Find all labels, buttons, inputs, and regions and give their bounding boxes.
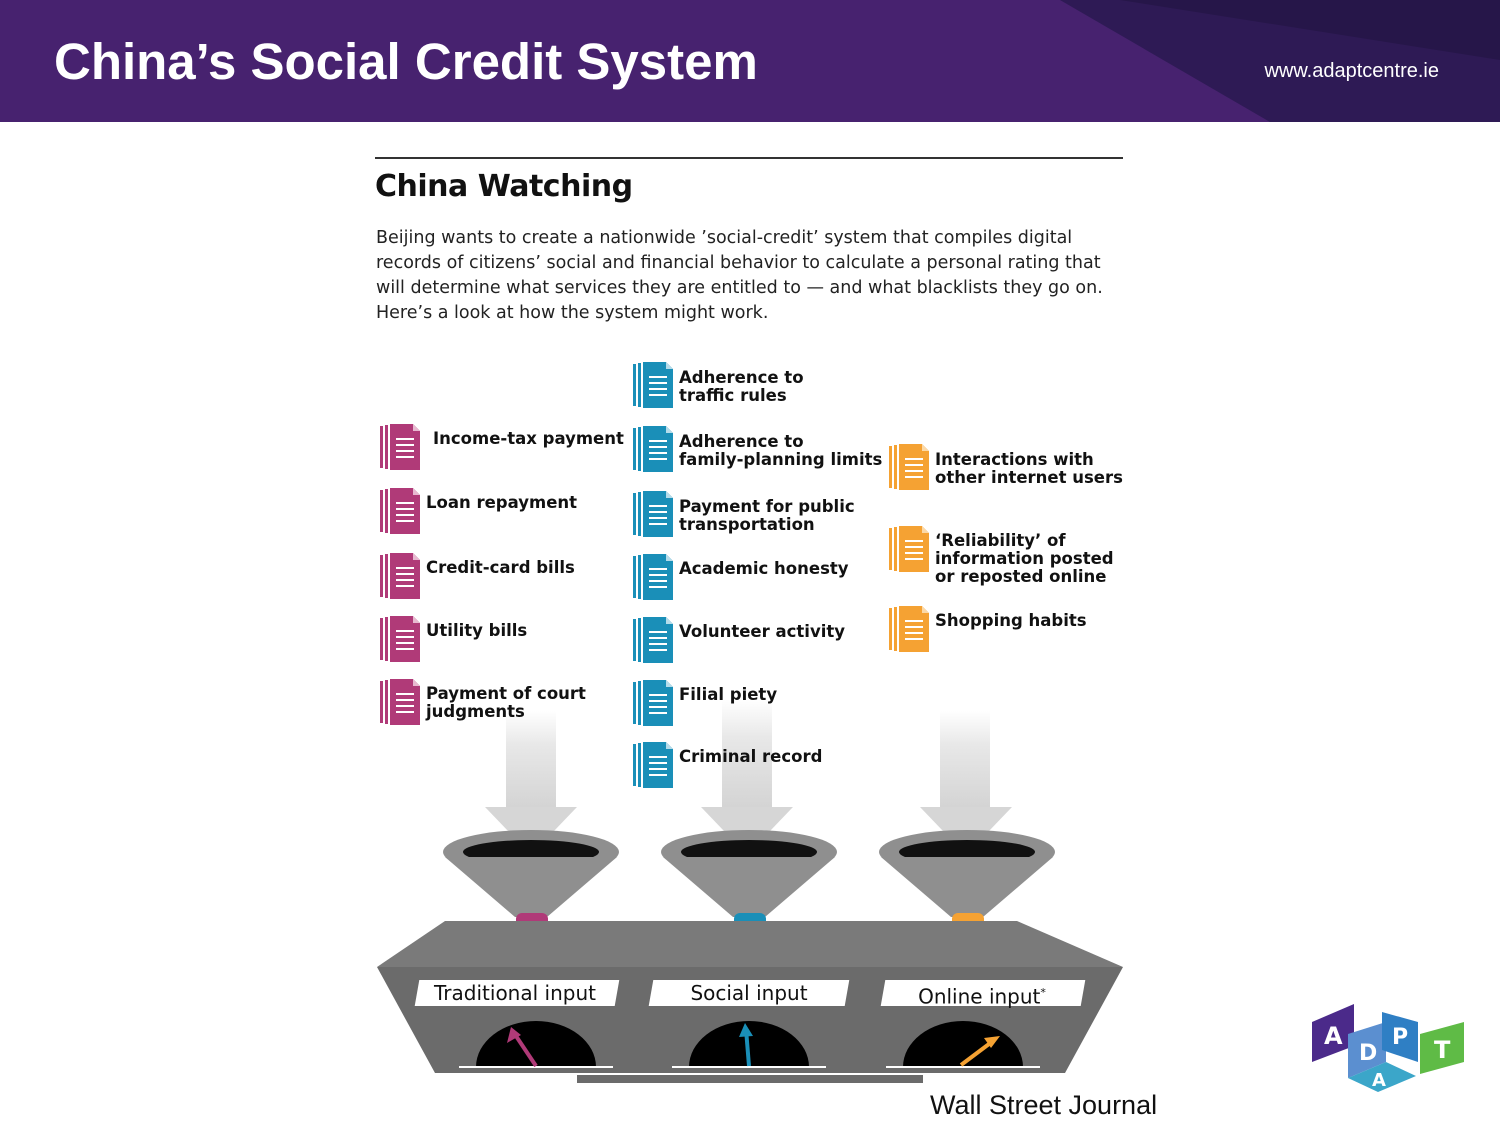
- document-icon: [633, 426, 673, 472]
- gauge-traditional: [459, 1021, 613, 1068]
- document-icon: [633, 617, 673, 663]
- site-url[interactable]: www.adaptcentre.ie: [1264, 60, 1439, 82]
- document-icon: [380, 616, 420, 662]
- top-rule: [375, 157, 1123, 159]
- item-label: Credit-card bills: [426, 558, 575, 577]
- input-label-online-text: Online input: [918, 984, 1041, 1009]
- slide-title: China’s Social Credit System: [54, 33, 758, 90]
- document-icon: [380, 553, 420, 599]
- logo-letter-p: P: [1392, 1025, 1408, 1050]
- document-icon: [889, 526, 929, 572]
- document-icon: [633, 680, 673, 726]
- document-icon: [380, 679, 420, 725]
- logo-letter-a2: A: [1372, 1070, 1386, 1091]
- input-label-social: Social input: [690, 981, 808, 1005]
- header-decoration: [1060, 0, 1500, 122]
- gauge-social: [672, 1021, 826, 1068]
- item-label: Volunteer activity: [679, 622, 846, 641]
- logo-letter-d: D: [1359, 1041, 1377, 1066]
- item-label: Loan repayment: [426, 493, 578, 512]
- infographic: China Watching Beijing wants to create a…: [375, 155, 1125, 1090]
- document-icon: [633, 554, 673, 600]
- adapt-logo: A D A P T: [1312, 1004, 1464, 1092]
- item-label: Adherence to traffic rules: [679, 368, 804, 405]
- item-label: Criminal record: [679, 747, 823, 766]
- document-icon: [380, 488, 420, 534]
- logo-letter-t: T: [1434, 1036, 1451, 1064]
- source-credit: Wall Street Journal: [930, 1090, 1158, 1120]
- item-label: Shopping habits: [935, 611, 1087, 630]
- item-label: Utility bills: [426, 621, 528, 640]
- item-label: Income-tax payment: [433, 429, 624, 448]
- funnel-online: [879, 830, 1055, 955]
- logo-letter-a1: A: [1324, 1022, 1343, 1050]
- infographic-title: China Watching: [375, 169, 633, 204]
- item-label: Filial piety: [679, 685, 778, 704]
- document-icon: [889, 606, 929, 652]
- machine-base: [577, 1075, 923, 1083]
- item-label: Payment of court judgments: [426, 684, 586, 721]
- document-icon: [380, 424, 420, 470]
- footnote-mark: *: [1040, 986, 1046, 999]
- input-label-traditional: Traditional input: [434, 981, 596, 1005]
- infographic-description: Beijing wants to create a nationwide ’so…: [376, 228, 1103, 323]
- document-icon: [633, 362, 673, 408]
- document-icon: [889, 444, 929, 490]
- input-label-online: Online input*: [902, 980, 1062, 1010]
- arrow-traditional: [485, 711, 577, 855]
- item-label: ‘Reliability’ of information posted or r…: [935, 531, 1114, 586]
- gauge-online: [886, 1021, 1040, 1068]
- document-icon: [633, 491, 673, 537]
- item-label: Academic honesty: [679, 559, 849, 578]
- slide-header: China’s Social Credit System www.adaptce…: [0, 0, 1500, 122]
- document-icon: [633, 742, 673, 788]
- item-label: Payment for public transportation: [679, 497, 855, 534]
- item-label: Adherence to family-planning limits: [679, 432, 883, 469]
- machine-top: [377, 921, 1123, 967]
- item-label: Interactions with other internet users: [935, 450, 1123, 487]
